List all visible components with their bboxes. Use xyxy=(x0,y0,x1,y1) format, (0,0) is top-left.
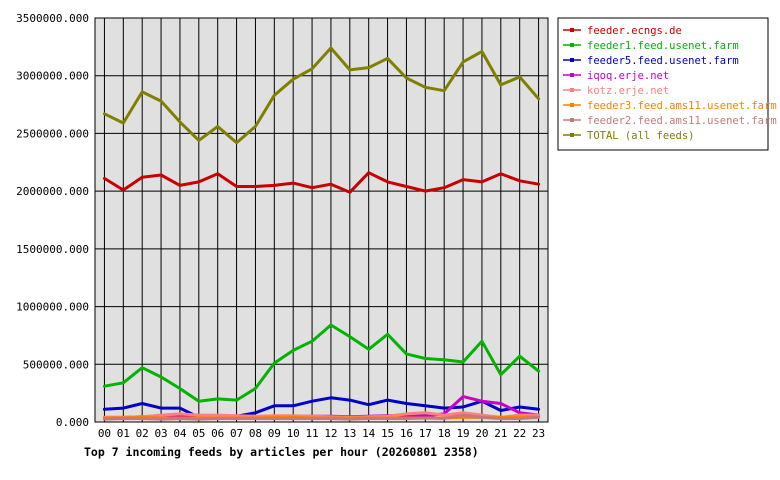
y-tick-label: 1000000.000 xyxy=(16,301,89,314)
legend-marker xyxy=(570,43,574,47)
x-tick-label: 15 xyxy=(381,427,394,440)
x-tick-label: 12 xyxy=(324,427,337,440)
x-tick-label: 18 xyxy=(438,427,451,440)
legend-label: feeder.ecngs.de xyxy=(587,25,682,37)
x-tick-label: 17 xyxy=(419,427,432,440)
x-tick-label: 14 xyxy=(362,427,376,440)
plot-frame xyxy=(94,17,549,423)
series-line-6 xyxy=(102,413,541,421)
x-tick-label: 20 xyxy=(475,427,488,440)
legend-label: iqoq.erje.net xyxy=(587,70,669,82)
legend-label: kotz.erje.net xyxy=(587,85,669,97)
plot-background xyxy=(95,18,548,422)
x-tick-label: 06 xyxy=(211,427,224,440)
x-tick-label: 16 xyxy=(400,427,413,440)
legend-marker xyxy=(570,118,574,122)
legend-label: feeder3.feed.ams11.usenet.farm xyxy=(587,100,777,112)
y-tick-label: 3000000.000 xyxy=(16,70,89,83)
legend-marker xyxy=(570,88,574,92)
x-tick-label: 23 xyxy=(532,427,545,440)
x-tick-label: 02 xyxy=(136,427,149,440)
series-line-7 xyxy=(102,46,541,145)
legend-marker xyxy=(570,133,574,137)
y-tick-label: 500000.000 xyxy=(23,358,89,371)
x-tick-label: 09 xyxy=(268,427,281,440)
legend-label: feeder2.feed.ams11.usenet.farm xyxy=(587,115,777,127)
x-tick-label: 21 xyxy=(494,427,507,440)
series-line-0 xyxy=(102,171,541,194)
x-tick-label: 00 xyxy=(98,427,111,440)
legend-label: feeder5.feed.usenet.farm xyxy=(587,55,739,67)
chart-title: Top 7 incoming feeds by articles per hou… xyxy=(84,445,479,459)
x-tick-label: 22 xyxy=(513,427,526,440)
x-tick-label: 11 xyxy=(305,427,318,440)
legend-marker xyxy=(570,28,574,32)
x-tick-label: 05 xyxy=(192,427,205,440)
x-tick-label: 08 xyxy=(249,427,262,440)
series-line-2 xyxy=(102,396,541,419)
x-tick-label: 01 xyxy=(117,427,130,440)
series-line-1 xyxy=(102,323,541,403)
legend-box xyxy=(557,17,769,151)
x-tick-label: 07 xyxy=(230,427,243,440)
y-tick-label: 3500000.000 xyxy=(16,12,89,25)
x-tick-label: 10 xyxy=(287,427,300,440)
legend-marker xyxy=(570,103,574,107)
legend-label: TOTAL (all feeds) xyxy=(587,130,694,142)
legend-marker xyxy=(570,58,574,62)
legend-marker xyxy=(570,73,574,77)
y-tick-label: 2000000.000 xyxy=(16,185,89,198)
x-tick-label: 19 xyxy=(456,427,469,440)
x-tick-label: 04 xyxy=(173,427,187,440)
y-tick-label: 2500000.000 xyxy=(16,127,89,140)
legend-label: feeder1.feed.usenet.farm xyxy=(587,40,739,52)
y-tick-label: 1500000.000 xyxy=(16,243,89,256)
x-tick-label: 13 xyxy=(343,427,356,440)
y-tick-label: 0.000 xyxy=(56,416,89,429)
x-tick-label: 03 xyxy=(154,427,167,440)
